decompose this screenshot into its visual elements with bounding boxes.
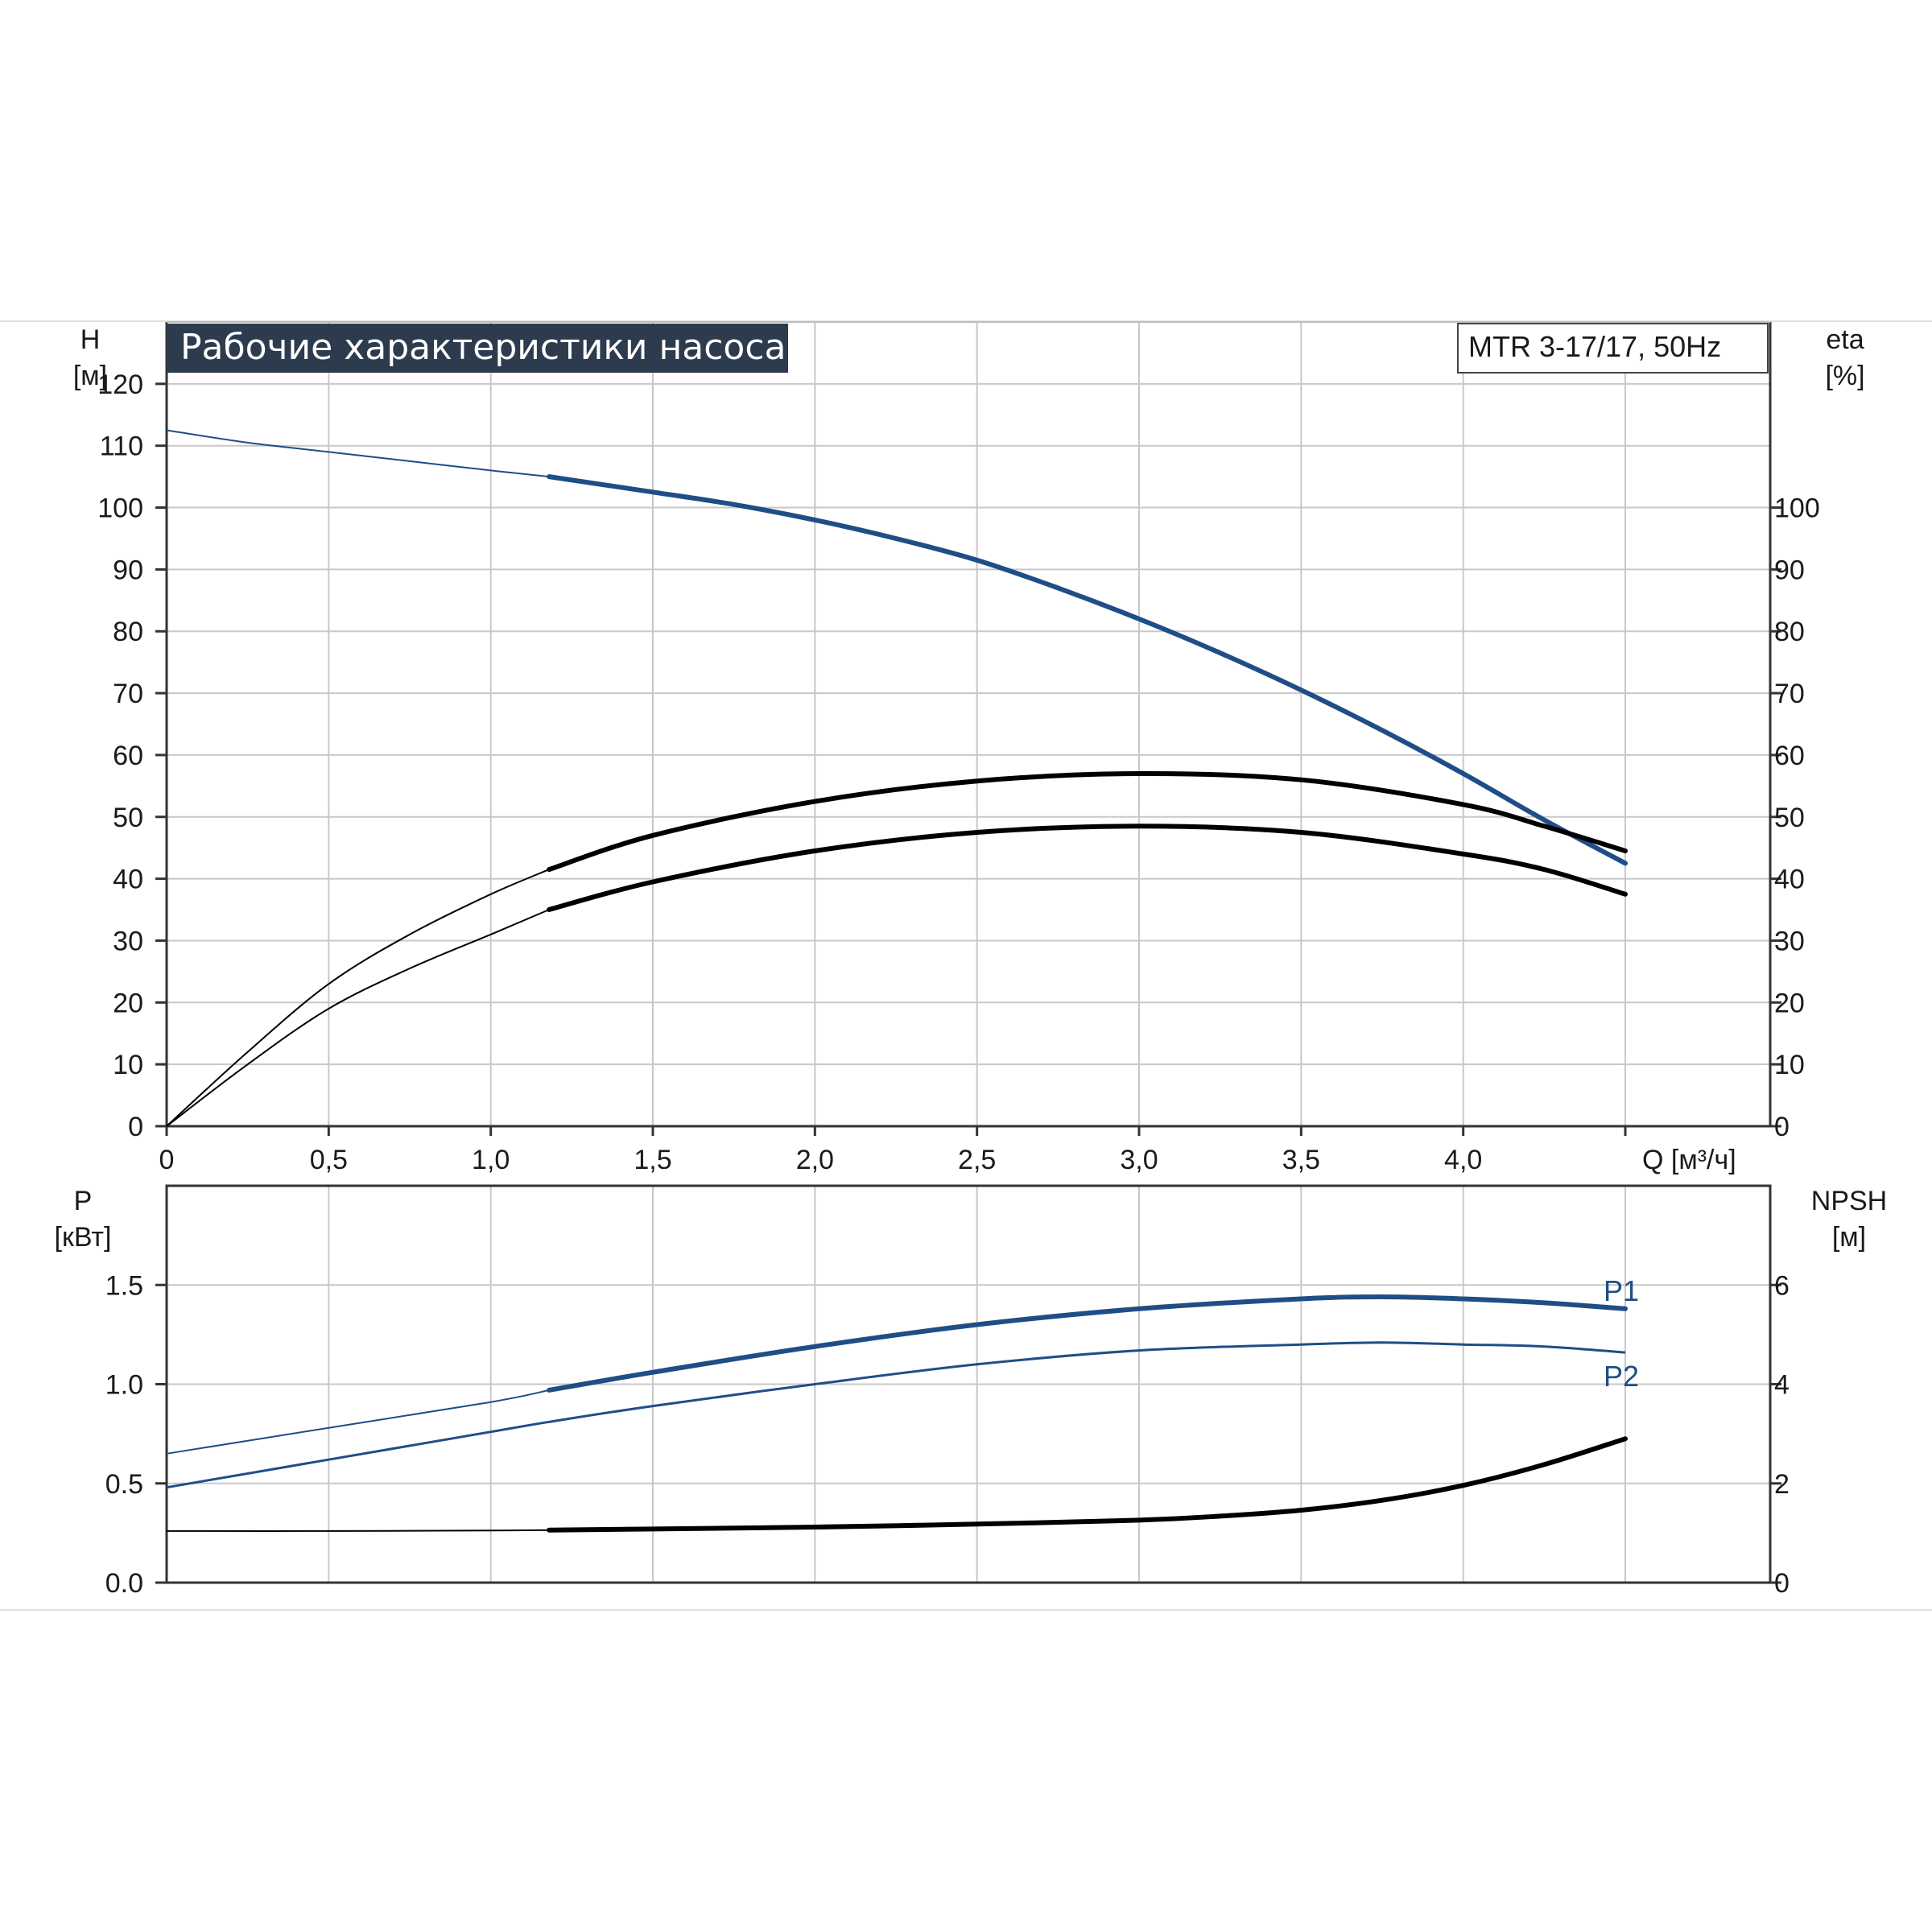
y-tick-label-left-bottom: 1.5 bbox=[105, 1270, 143, 1301]
y-tick-label-right-bottom: 4 bbox=[1774, 1370, 1790, 1401]
p1-curve bbox=[547, 1294, 1628, 1393]
x-tick-label: 1,5 bbox=[634, 1145, 671, 1175]
x-tick-label: 4,0 bbox=[1444, 1145, 1482, 1175]
x-tick-label: 0 bbox=[159, 1145, 175, 1175]
y-tick-label-right-top: 70 bbox=[1774, 679, 1805, 709]
eta-total-curve bbox=[547, 824, 1628, 912]
bottom-left-axis-title: P bbox=[74, 1186, 93, 1216]
y-tick-label-right-top: 60 bbox=[1774, 741, 1805, 771]
eta-pump-curve bbox=[547, 770, 1628, 873]
y-tick-label-left-top: 10 bbox=[113, 1050, 143, 1080]
x-tick-label: 2,0 bbox=[796, 1145, 834, 1175]
y-tick-label-left-bottom: 0.0 bbox=[105, 1568, 143, 1599]
y-tick-label-right-bottom: 2 bbox=[1774, 1469, 1790, 1500]
npsh-curve-thin bbox=[166, 1529, 550, 1532]
p1-label: P1 bbox=[1604, 1274, 1639, 1307]
eta-pump-curve-thin bbox=[166, 869, 550, 1127]
eta-total-curve-thin bbox=[166, 909, 550, 1127]
top-left-axis-title: H bbox=[80, 324, 101, 355]
p2-curve-thin bbox=[166, 1341, 1626, 1488]
model-label-background bbox=[1457, 323, 1769, 374]
y-tick-label-right-top: 10 bbox=[1774, 1050, 1805, 1080]
chart-title-box: Рабочие характеристики насоса bbox=[167, 324, 788, 373]
p2-curve bbox=[166, 1341, 1626, 1489]
y-tick-label-left-top: 90 bbox=[113, 555, 143, 585]
y-tick-label-right-top: 20 bbox=[1774, 988, 1805, 1018]
y-tick-label-left-top: 0 bbox=[128, 1112, 143, 1142]
model-label-box: MTR 3-17/17, 50Hz bbox=[1457, 323, 1769, 374]
p2-label: P2 bbox=[1604, 1360, 1639, 1393]
y-tick-label-right-top: 50 bbox=[1774, 803, 1805, 833]
top-left-axis-unit: [м] bbox=[73, 361, 107, 391]
y-tick-label-right-top: 0 bbox=[1774, 1112, 1790, 1142]
y-tick-label-right-bottom: 6 bbox=[1774, 1270, 1790, 1301]
bottom-right-axis-unit: [м] bbox=[1832, 1222, 1866, 1253]
y-tick-label-right-top: 30 bbox=[1774, 926, 1805, 956]
top-right-axis-title: eta bbox=[1826, 324, 1864, 355]
y-tick-label-right-top: 90 bbox=[1774, 555, 1805, 585]
y-tick-label-left-bottom: 0.5 bbox=[105, 1469, 143, 1500]
y-tick-label-left-bottom: 1.0 bbox=[105, 1370, 143, 1401]
y-tick-label-left-top: 20 bbox=[113, 988, 143, 1018]
head-curve bbox=[547, 474, 1628, 866]
chart-title: Рабочие характеристики насоса bbox=[180, 327, 786, 368]
chart-title-background bbox=[167, 324, 788, 373]
y-tick-label-left-top: 80 bbox=[113, 617, 143, 647]
y-tick-label-left-top: 70 bbox=[113, 679, 143, 709]
grid-layer bbox=[167, 321, 1770, 1583]
x-axis-label: Q [м³/ч] bbox=[1642, 1145, 1736, 1175]
y-tick-label-right-top: 100 bbox=[1774, 493, 1820, 524]
head-curve-thin bbox=[166, 429, 550, 478]
y-tick-label-left-top: 100 bbox=[97, 493, 143, 524]
x-tick-label: 3,0 bbox=[1120, 1145, 1158, 1175]
y-tick-label-left-top: 30 bbox=[113, 926, 143, 956]
npsh-curve bbox=[547, 1436, 1628, 1533]
y-tick-label-left-top: 110 bbox=[100, 431, 143, 462]
x-tick-label: 1,0 bbox=[472, 1145, 510, 1175]
p1-curve-thin bbox=[166, 1389, 550, 1455]
y-tick-label-left-top: 120 bbox=[97, 369, 143, 400]
y-tick-label-right-top: 40 bbox=[1774, 865, 1805, 895]
bottom-left-axis-unit: [кВт] bbox=[55, 1222, 112, 1253]
top-right-axis-unit: [%] bbox=[1825, 361, 1864, 391]
y-tick-label-right-bottom: 0 bbox=[1774, 1568, 1790, 1599]
y-tick-label-left-top: 60 bbox=[113, 741, 143, 771]
x-tick-label: 0,5 bbox=[310, 1145, 348, 1175]
bottom-right-axis-title: NPSH bbox=[1811, 1186, 1887, 1216]
model-label: MTR 3-17/17, 50Hz bbox=[1468, 330, 1721, 363]
y-tick-label-left-top: 40 bbox=[113, 865, 143, 895]
y-tick-label-right-top: 80 bbox=[1774, 617, 1805, 647]
x-tick-label: 3,5 bbox=[1282, 1145, 1320, 1175]
curve-layer bbox=[166, 429, 1628, 1533]
y-tick-label-left-top: 50 bbox=[113, 803, 143, 833]
x-tick-label: 2,5 bbox=[958, 1145, 996, 1175]
